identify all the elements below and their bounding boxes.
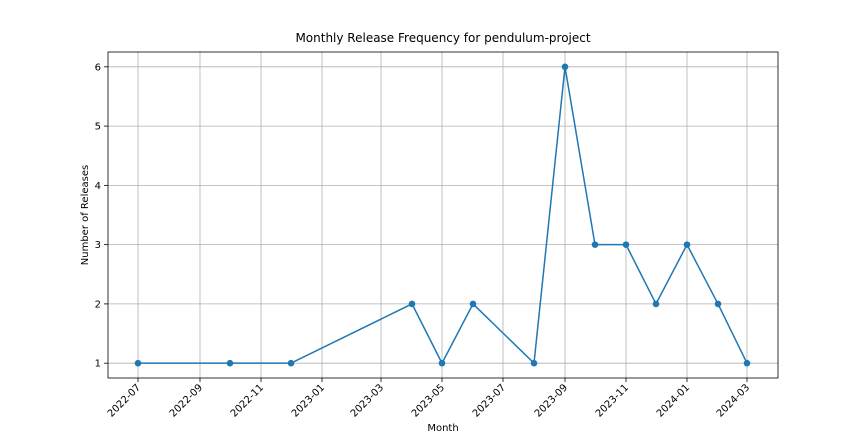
point — [134, 359, 142, 367]
x-tick-label: 2023-07 — [471, 382, 508, 419]
x-tick-label: 2023-09 — [533, 382, 570, 419]
x-tick-label: 2024-01 — [655, 382, 692, 419]
x-tick-label: 2023-11 — [594, 382, 631, 419]
plot-frame — [107, 51, 779, 379]
point — [561, 63, 569, 71]
point — [408, 300, 416, 308]
chart-title: Monthly Release Frequency for pendulum-p… — [295, 31, 590, 45]
y-tick-label: 3 — [95, 240, 101, 251]
point — [683, 241, 691, 248]
x-tick-label: 2023-05 — [410, 382, 447, 419]
x-tick-label: 2024-03 — [715, 382, 752, 419]
x-axis-label: Month — [427, 423, 458, 432]
point — [287, 359, 295, 367]
point — [226, 359, 234, 367]
y-tick-label: 5 — [95, 122, 101, 133]
x-tick-label: 2023-01 — [290, 382, 327, 419]
x-tick-label: 2022-09 — [168, 382, 205, 419]
point — [714, 300, 722, 308]
y-axis-label: Number of Releases — [80, 165, 91, 265]
point — [743, 359, 751, 367]
y-tick-label: 4 — [95, 181, 101, 192]
x-tick-label: 2023-03 — [349, 382, 386, 419]
point — [530, 359, 538, 367]
y-tick-label: 6 — [95, 62, 101, 73]
point — [469, 300, 477, 308]
y-tick-label: 1 — [95, 359, 101, 370]
point — [591, 241, 599, 248]
x-tick-label: 2022-11 — [229, 382, 266, 419]
point — [622, 241, 630, 248]
point — [652, 300, 660, 308]
line — [138, 66, 748, 365]
point — [438, 359, 446, 367]
x-tick-label: 2022-07 — [106, 382, 143, 419]
y-tick-label: 2 — [95, 299, 101, 310]
